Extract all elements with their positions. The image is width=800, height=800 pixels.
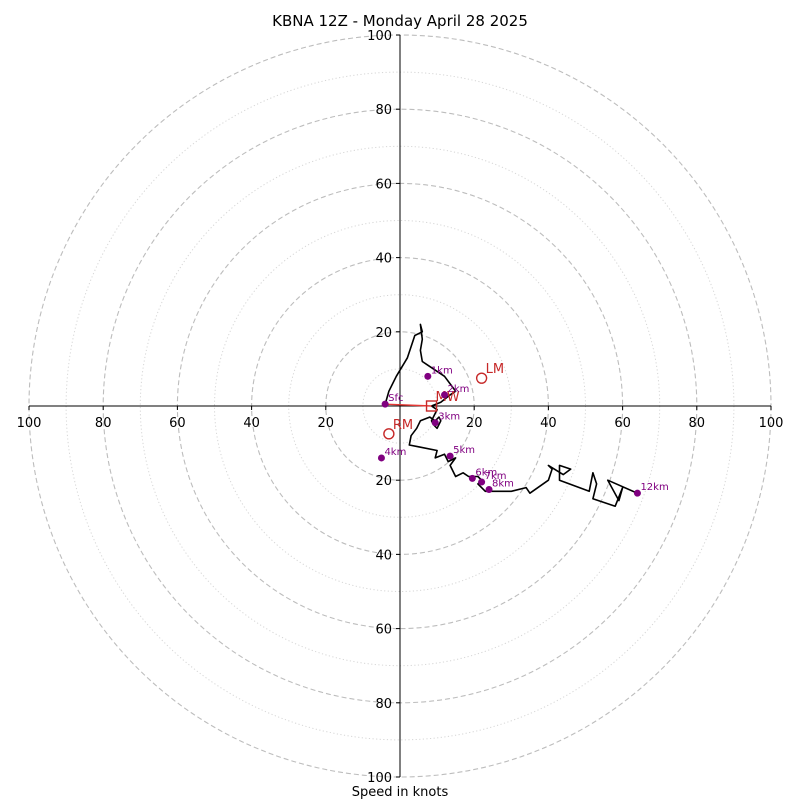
height-marker-6km: [468, 474, 476, 482]
x-tick-label: 80: [95, 416, 112, 431]
height-label-2km: 2km: [448, 384, 470, 395]
height-marker-sfc: [381, 400, 389, 408]
hodograph-trace-layer: [384, 323, 638, 508]
y-tick-label: 40: [375, 548, 392, 563]
storm-motion-lm-label: LM: [486, 362, 504, 377]
x-axis-label: Speed in knots: [352, 785, 449, 800]
hodograph-trace: [384, 323, 638, 508]
height-label-7km: 7km: [485, 471, 507, 482]
height-label-12km: 12km: [640, 482, 668, 493]
x-tick-label: 40: [540, 416, 557, 431]
x-tick-label: 80: [689, 416, 706, 431]
storm-motion-lm-marker: [475, 372, 488, 384]
storm-motion-rm-label: RM: [393, 418, 413, 433]
axes: [29, 35, 771, 777]
height-marker-5km: [446, 452, 454, 460]
mean-wind-vector: [385, 403, 432, 407]
y-tick-label: 100: [367, 29, 392, 44]
height-marker-2km: [441, 391, 449, 399]
y-tick-label: 100: [367, 771, 392, 786]
x-tick-label: 40: [243, 416, 260, 431]
height-marker-7km: [478, 478, 486, 486]
height-label-3km: 3km: [438, 412, 460, 423]
storm-motion-mw-marker: [425, 400, 438, 412]
height-label-5km: 5km: [453, 445, 475, 456]
y-tick-label: 40: [375, 252, 392, 267]
height-marker-8km: [485, 485, 493, 493]
x-tick-label: 20: [466, 416, 483, 431]
y-tick-label: 20: [375, 326, 392, 341]
storm-motion-rm-marker: [383, 428, 395, 440]
chart-title: KBNA 12Z - Monday April 28 2025: [272, 12, 528, 30]
x-tick-label: 100: [759, 416, 784, 431]
x-tick-label: 60: [614, 416, 631, 431]
height-marker-3km: [431, 419, 439, 427]
x-tick-label: 60: [169, 416, 186, 431]
y-tick-label: 20: [375, 474, 392, 489]
height-marker-12km: [633, 489, 641, 497]
x-tick-label: 20: [318, 416, 335, 431]
x-tick-label: 100: [17, 416, 42, 431]
tick-labels: 100 100 80 80 60 60 40 40 20 20 20 20 40 40 60 60 80 80 10…: [17, 29, 784, 786]
height-label-1km: 1km: [431, 365, 453, 376]
height-label-8km: 8km: [492, 478, 514, 489]
y-tick-label: 60: [375, 177, 392, 192]
height-label-4km: 4km: [384, 447, 406, 458]
height-marker-1km: [424, 372, 432, 380]
y-tick-label: 80: [375, 103, 392, 118]
height-label-6km: 6km: [475, 467, 497, 478]
height-label-sfc: Sfc: [388, 393, 403, 404]
height-marker-4km: [377, 454, 385, 462]
y-tick-label: 60: [375, 623, 392, 638]
y-tick-label: 80: [375, 697, 392, 712]
